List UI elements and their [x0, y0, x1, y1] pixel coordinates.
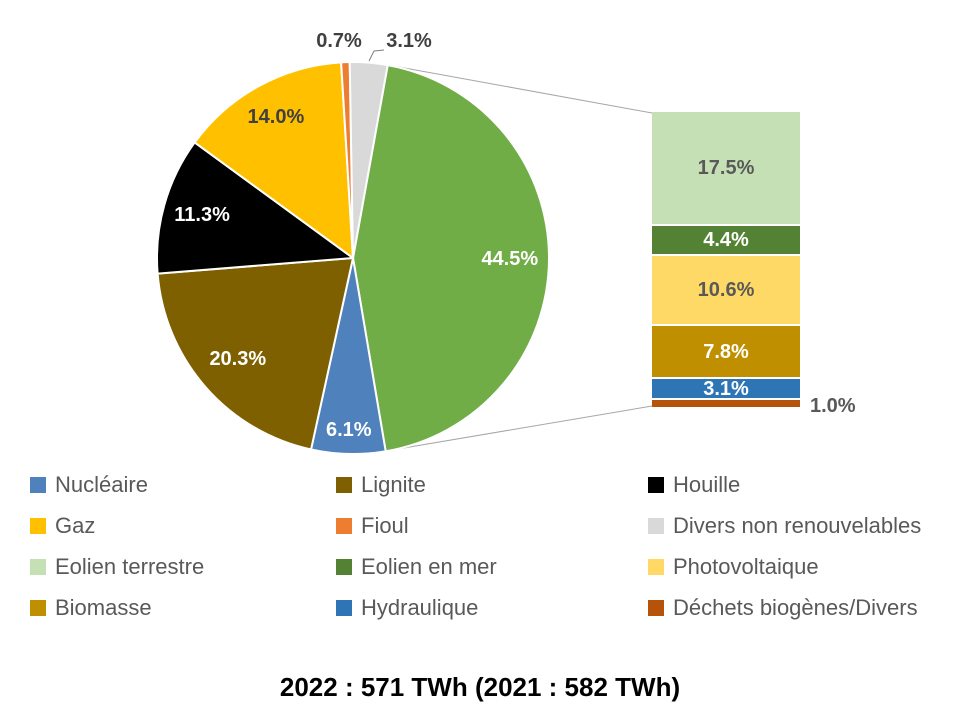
legend-label: Gaz	[55, 513, 96, 538]
legend-swatch-icon	[30, 477, 46, 493]
pie-label-houille: 11.3%	[174, 204, 230, 227]
legend-label: Photovoltaique	[673, 554, 819, 579]
bar-segment-dechets-biogenes-divers	[652, 400, 800, 407]
legend-label: Eolien terrestre	[55, 554, 205, 579]
bar-segment-hydraulique: 3.1%	[652, 379, 800, 399]
legend-label: Fioul	[361, 513, 409, 538]
pie-label-fioul: 0.7%	[316, 30, 362, 52]
pie-slice-houille	[156, 141, 354, 275]
legend-swatch-icon	[336, 477, 352, 493]
legend-label: Nucléaire	[55, 472, 148, 497]
legend-swatch-icon	[336, 600, 352, 616]
legend-item-fioul: Fioul	[336, 514, 409, 538]
legend-item-photovoltaique: Photovoltaique	[648, 555, 819, 579]
legend-swatch-icon	[648, 559, 664, 575]
pie-label-lignite: 20.3%	[209, 347, 267, 370]
legend-swatch-icon	[30, 518, 46, 534]
legend-swatch-icon	[30, 600, 46, 616]
legend-item-eolien-en-mer: Eolien en mer	[336, 555, 497, 579]
legend-item-lignite: Lignite	[336, 473, 426, 497]
pie-label-nucleaire: 6.1%	[326, 419, 372, 442]
legend-label: Hydraulique	[361, 595, 479, 620]
legend-item-biomasse: Biomasse	[30, 596, 152, 620]
pie-slice-detail-group	[352, 64, 550, 453]
legend-swatch-icon	[648, 518, 664, 534]
pie-label-detail-group: 44.5%	[481, 247, 539, 270]
pie-slice-lignite	[156, 257, 354, 451]
legend-label: Eolien en mer	[361, 554, 497, 579]
bar-segment-biomasse: 7.8%	[652, 326, 800, 377]
legend-item-eolien-terrestre: Eolien terrestre	[30, 555, 204, 579]
chart-title: 2022 : 571 TWh (2021 : 582 TWh)	[279, 672, 681, 702]
legend-item-nucleaire: Nucléaire	[30, 473, 148, 497]
bar-segment-eolien-terrestre: 17.5%	[652, 112, 800, 225]
legend-item-divers-non-renouvelables: Divers non renouvelables	[648, 514, 921, 538]
legend-swatch-icon	[336, 518, 352, 534]
legend-item-dechets-biogenes-divers: Déchets biogènes/Divers	[648, 596, 918, 620]
legend-label: Divers non renouvelables	[673, 513, 922, 538]
legend-label: Lignite	[361, 472, 426, 497]
legend-label: Houille	[673, 472, 741, 497]
pie-label-gaz: 14.0%	[247, 106, 305, 128]
legend-swatch-icon	[648, 600, 664, 616]
legend-swatch-icon	[336, 559, 352, 575]
legend-item-houille: Houille	[648, 473, 740, 497]
legend-label: Déchets biogènes/Divers	[673, 595, 918, 620]
bar-label-dechets-biogenes-divers: 1.0%	[810, 394, 856, 417]
bar-label-biomasse: 7.8%	[703, 340, 749, 363]
legend-item-hydraulique: Hydraulique	[336, 596, 478, 620]
bar-label-eolien-terrestre: 17.5%	[697, 157, 755, 180]
legend-label: Biomasse	[55, 595, 152, 620]
stacked-bar: 17.5% 4.4% 10.6% 7.8% 3.1%	[652, 112, 800, 407]
bar-label-hydraulique: 3.1%	[703, 377, 749, 400]
bar-segment-photovoltaique: 10.6%	[652, 256, 800, 325]
bar-segment-eolien-en-mer: 4.4%	[652, 226, 800, 255]
pie-label-divers-non-renouvelables: 3.1%	[386, 30, 432, 52]
legend-swatch-icon	[30, 559, 46, 575]
bar-label-eolien-en-mer: 4.4%	[703, 229, 749, 252]
label-leader-line	[368, 49, 385, 62]
pie-chart	[156, 49, 653, 456]
pie-slice-divers-non-renouvelables	[348, 61, 389, 259]
pie-bar-connector-line-1	[387, 64, 653, 114]
legend-item-gaz: Gaz	[30, 514, 95, 538]
bar-label-photovoltaique: 10.6%	[697, 279, 755, 302]
pie-bar-connector-line-2	[385, 405, 653, 452]
legend-swatch-icon	[648, 477, 664, 493]
pie-slice-gaz	[193, 61, 354, 259]
